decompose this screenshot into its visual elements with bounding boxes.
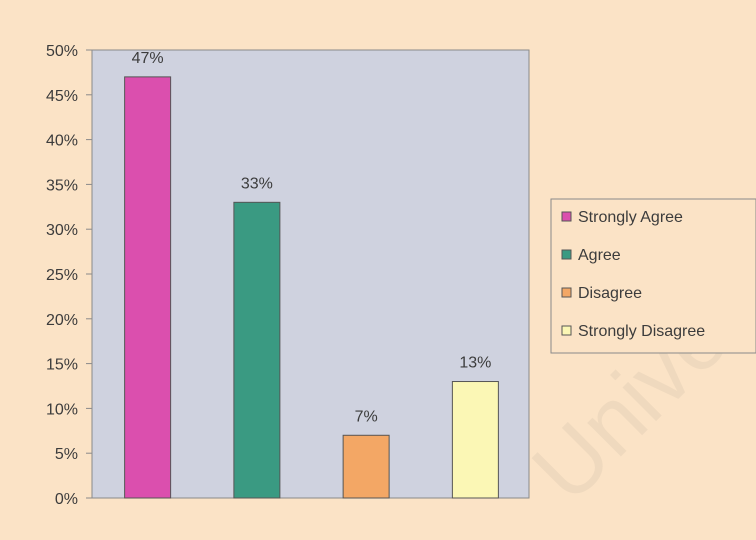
bar — [233, 201, 281, 499]
y-tick-label: 0% — [55, 491, 78, 508]
legend-swatch — [561, 249, 572, 260]
y-tick-label: 35% — [46, 177, 78, 194]
legend: Strongly Agree Agree Disagree Strongly Disa… — [550, 198, 756, 354]
legend-swatch — [561, 287, 572, 298]
y-tick-label: 45% — [46, 88, 78, 105]
y-tick-label: 50% — [46, 43, 78, 60]
legend-label: Strongly Disagree — [578, 323, 705, 340]
bars-group — [124, 76, 499, 499]
y-tick-label: 30% — [46, 222, 78, 239]
data-label: 13% — [459, 355, 491, 372]
y-tick-label: 5% — [55, 446, 78, 463]
legend-swatch — [561, 325, 572, 336]
bar — [451, 381, 499, 499]
y-tick-label: 20% — [46, 312, 78, 329]
legend-box — [550, 198, 756, 354]
y-tick-label: 25% — [46, 267, 78, 284]
data-label: 33% — [241, 175, 273, 192]
data-label: 7% — [355, 408, 378, 425]
legend-label: Strongly Agree — [578, 209, 683, 226]
legend-swatch — [561, 211, 572, 222]
y-tick-label: 15% — [46, 357, 78, 374]
legend-label: Disagree — [578, 285, 642, 302]
y-tick-label: 40% — [46, 133, 78, 150]
data-label: 47% — [132, 50, 164, 67]
y-tick-label: 10% — [46, 401, 78, 418]
data-labels-group: 47% 33% 7% 13% — [132, 50, 492, 425]
bar — [342, 434, 390, 499]
bar — [124, 76, 172, 499]
legend-label: Agree — [578, 247, 621, 264]
